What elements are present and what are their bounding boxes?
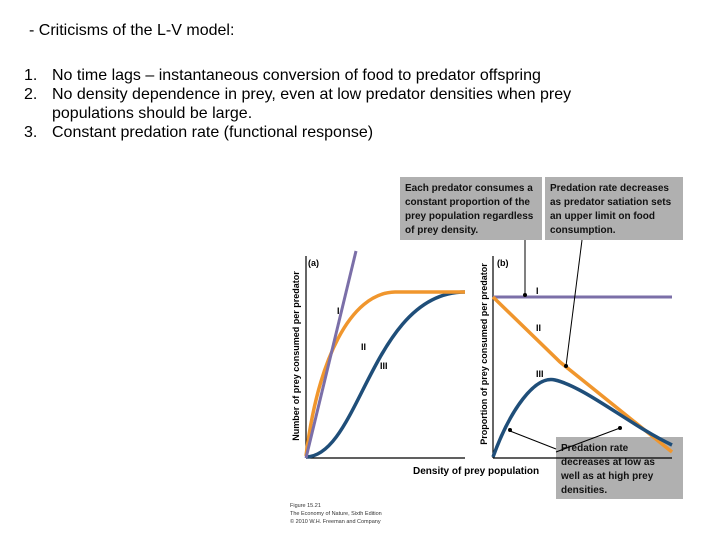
pointer-dot <box>523 293 527 297</box>
criticism-list: 1. No time lags – instantaneous conversi… <box>24 66 652 142</box>
panel-b-y-label: Proportion of prey consumed per predator <box>479 263 489 445</box>
panel-a-label-ii: II <box>361 342 366 352</box>
callout-box <box>545 177 683 240</box>
figure-credit: Figure 15.21 The Economy of Nature, Sixt… <box>290 503 383 525</box>
callout-pointers <box>508 239 622 453</box>
panel-b-label-iii: III <box>536 369 544 379</box>
callout-text: Each predator consumes a constant propor… <box>405 183 536 236</box>
x-axis-label: Density of prey population <box>413 466 539 477</box>
pointer-type-iii-lower <box>555 427 621 453</box>
callout-type-i: Each predator consumes a constant propor… <box>400 177 542 240</box>
callout-box <box>400 177 542 240</box>
pointer-dot <box>564 364 568 368</box>
panel-b-label-ii: II <box>536 323 541 333</box>
callout-type-iii: Predation rate decreases at low as well … <box>556 437 683 499</box>
pointer-dot <box>618 426 622 430</box>
panel-b-label-i: I <box>536 286 539 296</box>
list-item: 3. Constant predation rate (functional r… <box>24 124 374 141</box>
callout-type-ii: Predation rate decreases as predator sat… <box>545 177 683 240</box>
panel-a-curve-type-ii <box>304 290 465 457</box>
list-item: 1. No time lags – instantaneous conversi… <box>24 67 541 84</box>
callout-box <box>556 437 683 499</box>
panel-a-curve-type-iii <box>305 290 466 459</box>
panel-a: (a) Number of prey consumed per predator… <box>291 250 466 459</box>
panel-a-label-iii: III <box>380 361 388 371</box>
panel-a-curve-type-i <box>304 250 358 459</box>
callout-text: Predation rate decreases as predator sat… <box>550 183 674 236</box>
callout-text: Predation rate decreases at low as well … <box>560 443 658 496</box>
panel-b-tag: (b) <box>497 258 509 268</box>
panel-a-label-i: I <box>337 306 340 316</box>
list-item: 2. No density dependence in prey, even a… <box>24 86 572 122</box>
pointer-type-iii-upper <box>509 430 557 450</box>
panel-b: (b) Proportion of prey consumed per pred… <box>479 256 674 459</box>
pointer-type-ii <box>565 239 583 367</box>
pointer-dot <box>508 428 512 432</box>
panel-b-curve-type-iii <box>491 377 673 458</box>
panel-a-tag: (a) <box>308 258 319 268</box>
panel-a-y-label: Number of prey consumed per predator <box>291 271 301 441</box>
slide-heading: - Criticisms of the L-V model: <box>29 22 235 39</box>
